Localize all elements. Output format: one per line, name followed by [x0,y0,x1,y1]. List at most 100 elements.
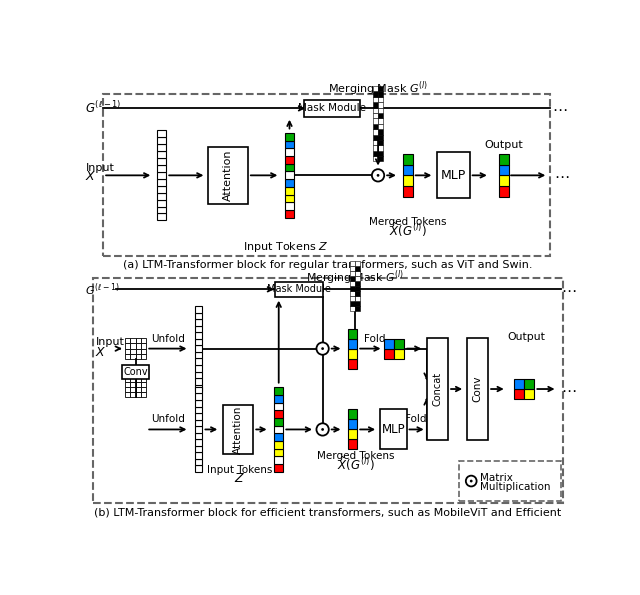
Text: Multiplication: Multiplication [480,482,550,492]
Bar [195,319,202,325]
Bar [372,97,378,102]
Bar [372,145,378,151]
Text: Output: Output [484,140,523,149]
Bar [131,349,136,354]
Text: Fold: Fold [364,334,386,343]
Bar [195,465,202,472]
Bar [524,379,534,389]
Bar [195,371,202,378]
Bar [285,133,294,140]
Bar [372,86,378,92]
Bar [93,278,563,503]
Bar [372,151,378,156]
Bar [275,281,323,297]
Circle shape [316,423,329,436]
Bar [350,281,355,286]
Bar [274,449,284,456]
Bar [355,291,360,296]
Bar [436,430,446,440]
Bar [157,214,166,220]
Text: Input Tokens $Z$: Input Tokens $Z$ [243,240,328,254]
Bar [131,343,136,349]
Text: (b) LTM-Transformer block for efficient transformers, such as MobileViT and Effi: (b) LTM-Transformer block for efficient … [94,508,562,518]
Bar [285,140,294,148]
Bar [348,409,357,419]
Bar [372,113,378,118]
Bar [378,151,383,156]
Bar [394,349,404,359]
Bar [131,354,136,359]
Bar [285,210,294,218]
Bar [223,405,253,454]
Bar [380,409,407,449]
Bar [136,354,141,359]
Bar [499,176,509,186]
Text: $Z$: $Z$ [234,472,245,486]
Bar [157,193,166,199]
Bar [350,276,355,281]
Text: Unfold: Unfold [151,334,185,343]
Bar [103,95,550,256]
Text: Mask Module: Mask Module [298,104,366,114]
Bar [403,186,413,197]
Bar [378,134,383,140]
Bar [499,186,509,197]
Bar [378,113,383,118]
Text: Attention: Attention [223,149,233,201]
Text: $\cdots$: $\cdots$ [561,282,577,297]
Bar [348,339,357,349]
Bar [195,433,202,439]
Bar [285,164,294,171]
Bar [274,433,284,441]
Bar [195,384,202,391]
Text: $\cdots$: $\cdots$ [561,381,577,396]
Bar [195,406,202,413]
Bar [515,379,524,389]
Bar [426,419,436,430]
Bar [195,345,202,352]
Bar [141,343,146,349]
Bar [350,306,355,311]
Bar [274,395,284,402]
Text: Input: Input [95,337,124,347]
Bar [274,425,284,433]
Bar [141,349,146,354]
Bar [304,100,360,117]
Text: Attention: Attention [233,405,243,453]
Text: Merging Mask $G^{(l)}$: Merging Mask $G^{(l)}$ [306,268,404,287]
Circle shape [470,480,472,483]
Bar [125,343,131,349]
Bar [195,393,202,400]
Text: Concat: Concat [433,372,442,406]
Bar [437,152,470,199]
Bar [355,261,360,266]
Text: Matrix: Matrix [480,473,513,483]
Text: Conv: Conv [123,367,148,377]
Text: Unfold: Unfold [151,415,185,424]
Bar [467,338,488,440]
Bar [355,286,360,291]
Bar [378,86,383,92]
Bar [436,419,446,430]
Bar [136,382,141,387]
Text: Output: Output [507,332,545,342]
Bar [157,144,166,151]
Bar [195,332,202,339]
Bar [355,306,360,311]
Bar [350,266,355,271]
Text: Input Tokens: Input Tokens [207,465,272,475]
Text: $X$: $X$ [86,170,97,183]
Bar [141,377,145,382]
Bar [195,387,202,393]
Bar [285,156,294,164]
Bar [285,179,294,187]
Bar [403,165,413,176]
Bar [427,338,448,440]
Bar [350,301,355,306]
Bar [131,382,136,387]
Bar [378,118,383,124]
Bar [195,439,202,446]
Bar [195,358,202,365]
Bar [372,140,378,145]
Text: (a) LTM-Transformer block for regular transformers, such as ViT and Swin.: (a) LTM-Transformer block for regular tr… [124,259,532,270]
